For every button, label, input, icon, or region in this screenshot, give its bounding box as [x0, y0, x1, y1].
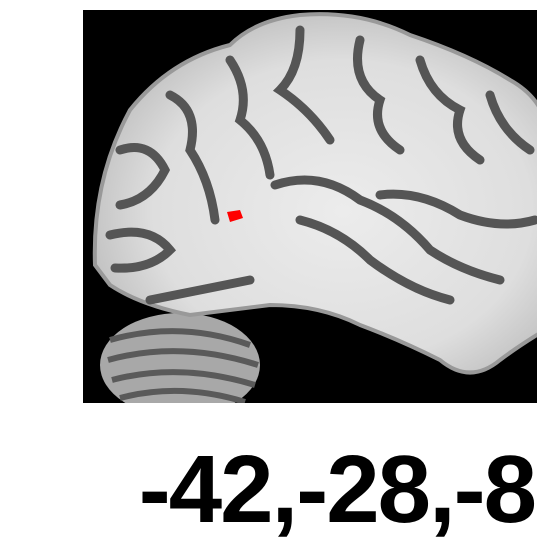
brain-slice: [0, 0, 537, 440]
coordinate-label: -42,-28,-8: [139, 440, 535, 540]
page: {"image": {"coordinates": "-42,-28,-8"}}: [0, 0, 537, 546]
cerebellum: [100, 313, 260, 417]
